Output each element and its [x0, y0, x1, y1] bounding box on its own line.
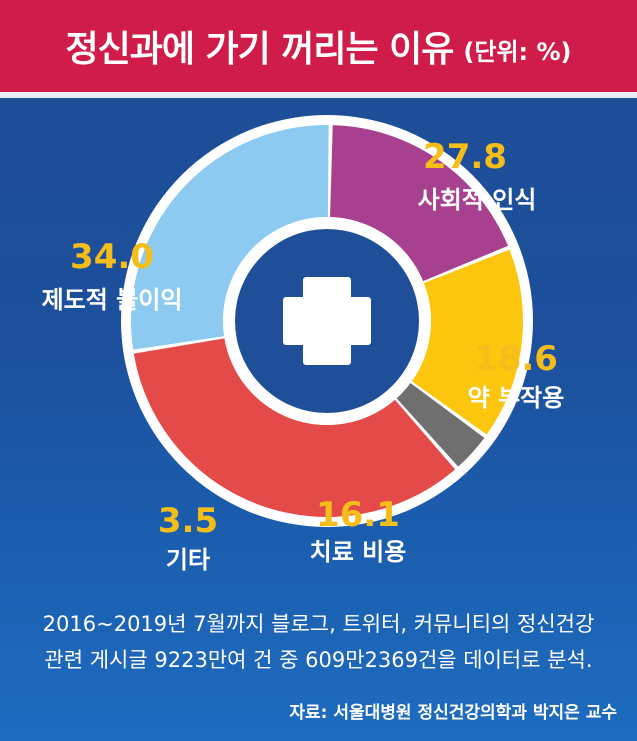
medical-cross-icon — [283, 277, 371, 365]
slice-category-label: 약 부작용 — [468, 384, 565, 412]
slice-value-label: 34.0 — [70, 237, 154, 277]
footnote-line-2: 관련 게시글 9223만여 건 중 609만2369건을 데이터로 분석. — [44, 648, 593, 672]
footnote-line-1: 2016~2019년 7월까지 블로그, 트위터, 커뮤니티의 정신건강 — [42, 612, 595, 636]
pie-slice — [396, 383, 485, 467]
source-credit: 자료: 서울대병원 정신건강의학과 박지은 교수 — [289, 703, 617, 723]
pie-slice — [330, 125, 509, 282]
donut-chart: 27.8 사회적 인식 18.6 약 부작용 16.1 치료 비용 3.5 기타 34.0 제도적… — [42, 115, 565, 574]
slice-value-label: 27.8 — [423, 137, 507, 177]
slice-value-label: 3.5 — [158, 501, 218, 541]
slice-value-label: 16.1 — [316, 495, 400, 535]
pie-slice — [411, 249, 523, 435]
slice-category-label: 치료 비용 — [310, 538, 407, 566]
slice-value-label: 18.6 — [474, 339, 558, 379]
slice-category-label: 제도적 불이익 — [42, 286, 183, 314]
footnote: 2016~2019년 7월까지 블로그, 트위터, 커뮤니티의 정신건강 관련 … — [0, 606, 637, 678]
page-title: 정신과에 가기 꺼리는 이유 — [65, 29, 454, 70]
pie-slice — [131, 125, 329, 350]
slice-category-label: 사회적 인식 — [418, 186, 537, 214]
title-banner: 정신과에 가기 꺼리는 이유 (단위: %) — [0, 0, 637, 98]
pie-slice — [133, 338, 456, 517]
unit-label: (단위: %) — [463, 37, 572, 66]
slice-category-label: 기타 — [166, 546, 210, 574]
